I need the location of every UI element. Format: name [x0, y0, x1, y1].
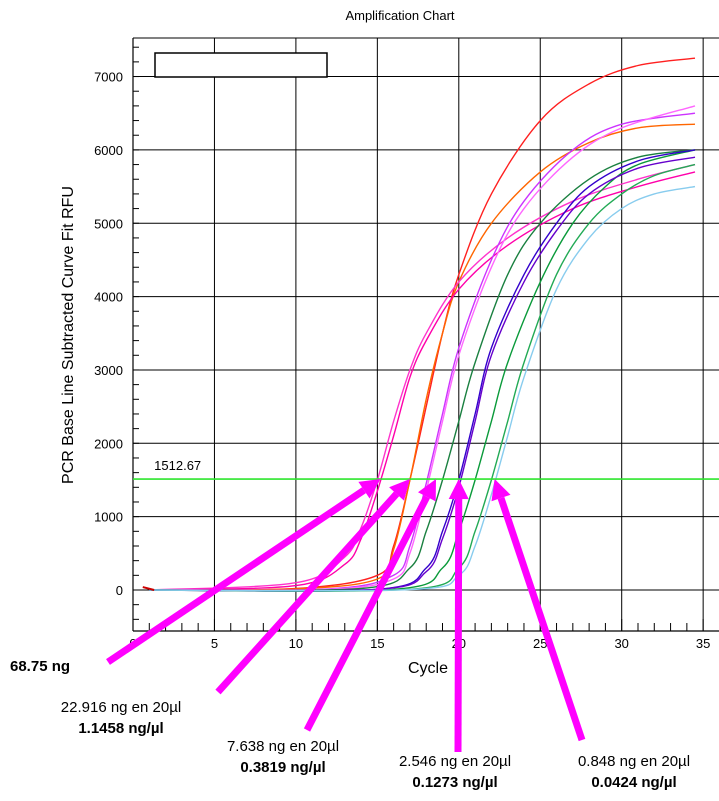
- x-tick-label: 30: [614, 636, 628, 651]
- annotation-arrow-head: [418, 479, 436, 502]
- annotation-label: 22.916 ng en 20µl: [61, 699, 181, 716]
- y-tick-label: 2000: [94, 436, 123, 451]
- x-tick-label: 10: [289, 636, 303, 651]
- annotation-arrow-shaft: [497, 496, 586, 742]
- annotation-label: 0.848 ng en 20µl: [578, 753, 690, 770]
- y-tick-label: 6000: [94, 143, 123, 158]
- x-tick-label: 5: [211, 636, 218, 651]
- x-tick-label: 25: [533, 636, 547, 651]
- series-line-5: [149, 112, 696, 591]
- y-axis-label: PCR Base Line Subtracted Curve Fit RFU: [60, 186, 77, 484]
- y-tick-label: 1000: [94, 510, 123, 525]
- y-tick-label: 0: [116, 583, 123, 598]
- annotation-label: 1.1458 ng/µl: [78, 720, 163, 737]
- annotation-arrow-head: [491, 479, 511, 502]
- y-tick-label: 5000: [94, 216, 123, 231]
- annotation-label: 2.546 ng en 20µl: [399, 753, 511, 770]
- annotation-arrow-head: [448, 479, 469, 500]
- annotation-label: 7.638 ng en 20µl: [227, 738, 339, 755]
- legend-box: [154, 52, 328, 78]
- series-line-12: [149, 185, 696, 592]
- y-axis-ticks: 0 1000 2000 3000 4000 5000 6000 7000: [94, 70, 123, 598]
- y-tick-label: 4000: [94, 290, 123, 305]
- chart-title: Amplification Chart: [345, 8, 454, 23]
- annotation-arrow-shaft: [454, 499, 463, 753]
- annotation-label: 0.0424 ng/µl: [591, 774, 676, 791]
- x-axis-ticks: 05101520253035: [129, 636, 710, 651]
- y-tick-label: 3000: [94, 363, 123, 378]
- x-tick-label: 35: [696, 636, 710, 651]
- x-axis-label: Cycle: [408, 660, 448, 677]
- x-tick-label: 15: [370, 636, 384, 651]
- baseline-start-mark: [142, 586, 155, 591]
- annotation-label: 68.75 ng: [10, 658, 70, 675]
- annotation-arrow-head: [389, 479, 410, 501]
- series-line-2: [149, 123, 696, 591]
- y-tick-label: 7000: [94, 70, 123, 85]
- annotation-arrow-shaft: [106, 487, 366, 665]
- annotation-label: 0.1273 ng/µl: [412, 774, 497, 791]
- annotations: 68.75 ng 22.916 ng en 20µl 1.1458 ng/µl 7.6…: [10, 479, 690, 791]
- annotation-arrow-head: [358, 479, 381, 499]
- plot-area: 1512.67: [132, 37, 719, 632]
- series-line-8: [149, 149, 696, 592]
- annotation-arrow-shaft: [215, 491, 400, 695]
- series-line-10: [149, 156, 696, 592]
- annotation-label: 0.3819 ng/µl: [240, 759, 325, 776]
- threshold-label: 1512.67: [154, 458, 201, 473]
- annotation-arrow-shaft: [303, 495, 430, 732]
- series-line-6: [149, 105, 696, 591]
